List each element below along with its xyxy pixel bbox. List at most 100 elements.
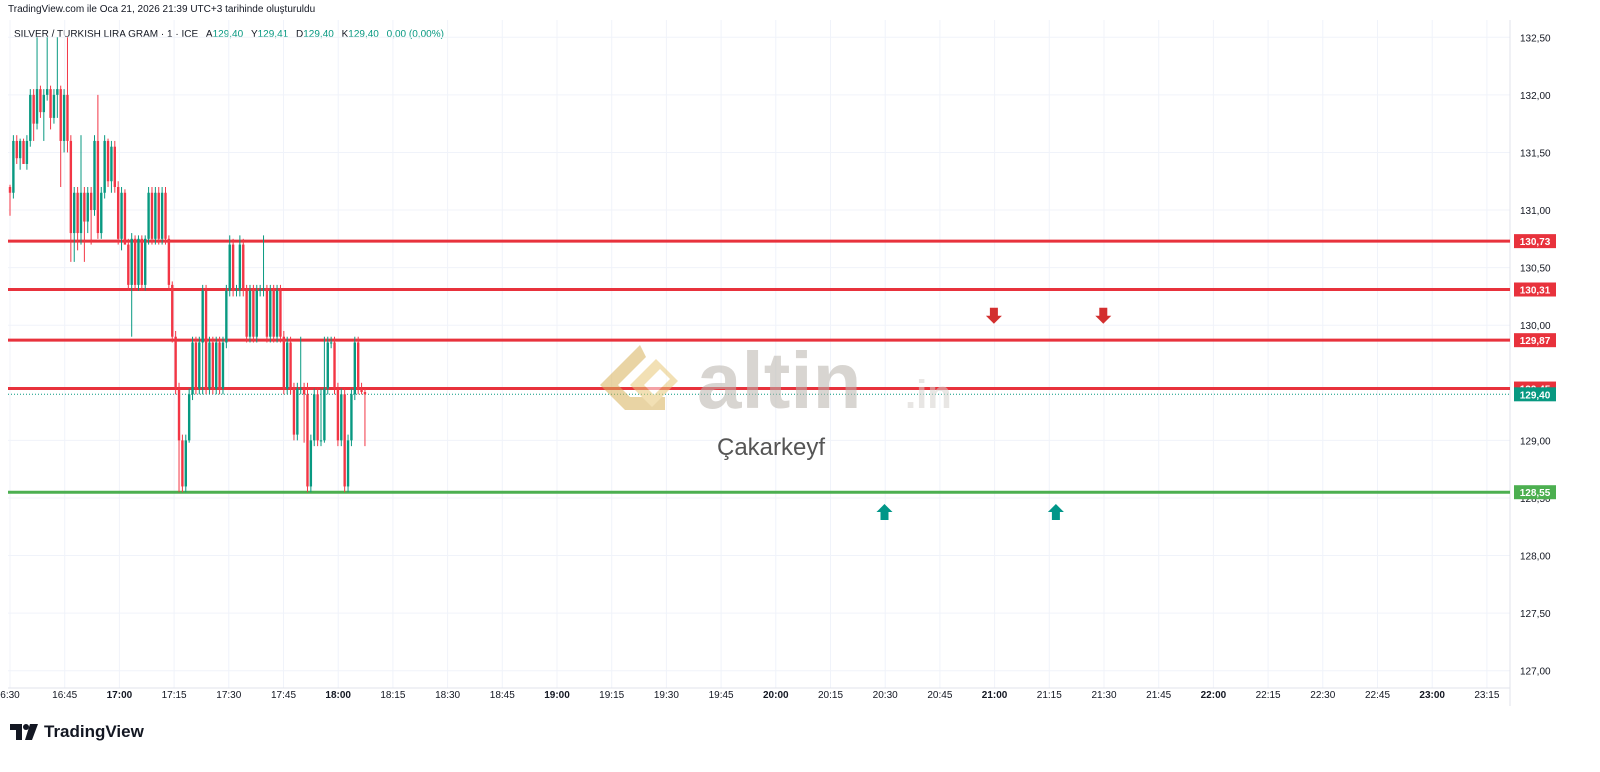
time-tick-label: 17:30 <box>216 690 241 701</box>
candle <box>187 388 191 443</box>
current-price-label: 129,40 <box>1520 390 1551 401</box>
candle <box>265 284 269 343</box>
candle-body <box>346 440 350 487</box>
tradingview-branding[interactable]: TradingView <box>10 722 144 742</box>
candle <box>86 187 89 234</box>
candle-body <box>113 146 116 187</box>
watermark: altin .in <box>600 336 952 425</box>
candle <box>56 37 59 118</box>
candle-body <box>25 140 29 164</box>
candle <box>245 284 248 343</box>
grid <box>8 20 1511 706</box>
time-tick-label: 19:45 <box>709 690 734 701</box>
time-tick-label: 6:30 <box>0 690 20 701</box>
candle <box>302 382 306 443</box>
low-label: D <box>296 29 304 40</box>
candle-body <box>309 440 313 487</box>
candle <box>194 336 198 395</box>
candle <box>69 135 73 262</box>
candle <box>103 135 106 199</box>
candle <box>52 89 56 124</box>
candle-body <box>242 244 245 291</box>
price-tick-label: 131,00 <box>1520 206 1551 217</box>
candle <box>25 135 29 170</box>
price-axis: 132,50 132,00 131,50 131,00 130,50 130,00 129,… <box>1514 33 1556 678</box>
close-label: K <box>341 29 349 40</box>
candle <box>353 336 357 401</box>
candle <box>360 382 363 395</box>
candle-body <box>154 192 157 239</box>
candle <box>258 284 262 297</box>
tradingview-logo-text: TradingView <box>44 722 144 741</box>
candle <box>333 336 336 395</box>
candle-body <box>285 342 289 389</box>
candle-body <box>167 238 171 285</box>
candle <box>221 336 225 395</box>
current-price-tag <box>1514 387 1556 402</box>
candle <box>15 135 18 164</box>
candle-body <box>218 342 221 389</box>
candle-body <box>343 394 346 487</box>
price-tick-label: 131,50 <box>1520 148 1551 159</box>
candle-body <box>363 392 367 395</box>
candle-body <box>137 238 140 285</box>
candle <box>35 37 39 130</box>
candle-body <box>336 388 340 441</box>
candle-body <box>235 289 238 291</box>
time-tick-label: 22:15 <box>1256 690 1281 701</box>
candle <box>363 388 367 447</box>
candle-body <box>18 140 22 159</box>
candle-body <box>302 388 306 395</box>
time-tick-label: 22:45 <box>1365 690 1390 701</box>
time-tick-label: 19:15 <box>599 690 624 701</box>
candle-body <box>130 238 133 285</box>
candle-body <box>12 140 15 193</box>
symbol-name: SILVER / TURKISH LIRA GRAM · 1 · ICE <box>14 29 199 40</box>
candle-body <box>62 94 66 141</box>
candle-body <box>299 388 302 390</box>
time-tick-label: 21:00 <box>982 690 1008 701</box>
candle-body <box>289 342 292 389</box>
candle-body <box>123 192 127 245</box>
candle-body <box>73 192 76 234</box>
candle-body <box>103 140 106 193</box>
candle-body <box>45 89 49 95</box>
candle <box>316 388 319 447</box>
candle-body <box>316 394 319 441</box>
close-value: 129,40 <box>348 29 379 40</box>
candle-body <box>258 289 262 291</box>
candle-body <box>208 342 211 389</box>
price-tick-label: 129,00 <box>1520 436 1551 447</box>
candle <box>123 189 127 245</box>
level-price-label: 129,87 <box>1520 336 1551 347</box>
candle-body <box>140 238 144 285</box>
time-tick-label: 20:30 <box>873 690 898 701</box>
candle-body <box>272 290 275 337</box>
low-value: 129,40 <box>303 29 334 40</box>
candle <box>279 284 282 343</box>
candle <box>296 382 299 441</box>
candle-body <box>275 290 279 337</box>
candle-body <box>313 394 316 441</box>
time-tick-label: 23:15 <box>1474 690 1499 701</box>
candle-body <box>79 192 83 234</box>
candle-body <box>160 192 164 239</box>
candle <box>262 235 265 297</box>
candle <box>191 336 194 401</box>
time-tick-label: 17:15 <box>162 690 187 701</box>
candle-body <box>350 394 353 441</box>
candle-body <box>93 140 96 211</box>
candle-body <box>255 290 258 337</box>
candle-body <box>150 192 154 239</box>
candle-body <box>221 342 225 389</box>
time-tick-label: 18:45 <box>490 690 515 701</box>
candle-body <box>252 290 255 337</box>
candle <box>252 284 255 343</box>
candle <box>313 388 316 447</box>
candle-body <box>187 394 191 441</box>
candle <box>160 187 164 245</box>
time-tick-label: 21:30 <box>1091 690 1116 701</box>
candle <box>184 434 187 493</box>
level-tag-resistance <box>1514 333 1556 348</box>
